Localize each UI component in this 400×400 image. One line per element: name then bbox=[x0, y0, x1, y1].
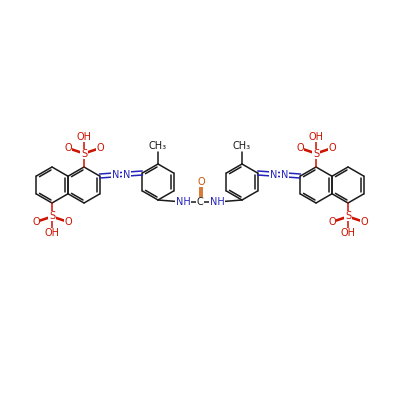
Text: O: O bbox=[64, 217, 72, 227]
Text: O: O bbox=[32, 217, 40, 227]
Text: N: N bbox=[123, 170, 130, 180]
Text: O: O bbox=[328, 217, 336, 227]
Text: O: O bbox=[64, 143, 72, 153]
Text: N: N bbox=[270, 170, 277, 180]
Text: N: N bbox=[112, 170, 119, 180]
Text: NH: NH bbox=[210, 197, 224, 207]
Text: OH: OH bbox=[76, 132, 92, 142]
Text: CH₃: CH₃ bbox=[233, 141, 251, 151]
Text: S: S bbox=[313, 149, 319, 159]
Text: S: S bbox=[49, 211, 55, 221]
Text: OH: OH bbox=[340, 228, 356, 238]
Text: OH: OH bbox=[44, 228, 60, 238]
Text: O: O bbox=[197, 177, 205, 187]
Text: CH₃: CH₃ bbox=[149, 141, 167, 151]
Text: NH: NH bbox=[176, 197, 190, 207]
Text: O: O bbox=[360, 217, 368, 227]
Text: N: N bbox=[281, 170, 288, 180]
Text: C: C bbox=[197, 197, 203, 207]
Text: S: S bbox=[81, 149, 87, 159]
Text: S: S bbox=[345, 211, 351, 221]
Text: O: O bbox=[328, 143, 336, 153]
Text: O: O bbox=[96, 143, 104, 153]
Text: OH: OH bbox=[308, 132, 324, 142]
Text: O: O bbox=[296, 143, 304, 153]
